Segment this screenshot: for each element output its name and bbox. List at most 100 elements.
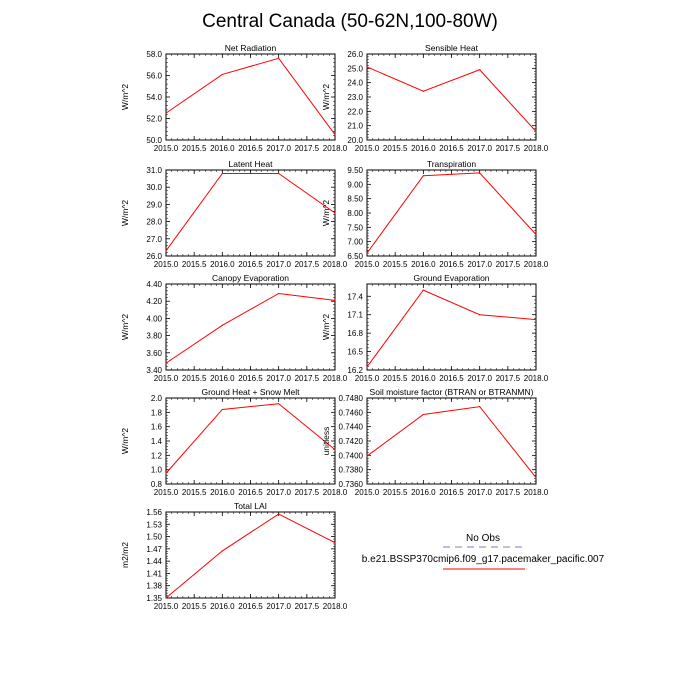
x-tick-label: 2015.5 xyxy=(182,260,207,269)
x-tick-label: 2017.0 xyxy=(266,374,291,383)
x-tick-label: 2017.5 xyxy=(496,374,521,383)
x-tick-label: 2016.0 xyxy=(411,144,436,153)
x-tick-label: 2018.0 xyxy=(323,374,348,383)
y-tick-label: 0.7460 xyxy=(339,408,364,417)
panel-sensible-heat: Sensible Heat W/m^2 2015.0 2015.5 2016.0 2016… xyxy=(321,43,549,153)
y-axis-label: W/m^2 xyxy=(321,200,331,226)
x-tick-label: 2018.0 xyxy=(323,260,348,269)
panel-latent-heat: Latent Heat W/m^2 2015.0 2015.5 2016.0 2016.5… xyxy=(120,159,348,269)
x-tick-label: 2015.5 xyxy=(182,602,207,611)
y-tick-label: 29.0 xyxy=(146,200,162,209)
panel-title: Ground Heat + Snow Melt xyxy=(201,387,300,397)
data-point xyxy=(422,413,424,416)
x-tick-label: 2015.5 xyxy=(383,374,408,383)
y-tick-label: 7.50 xyxy=(347,223,363,232)
data-point xyxy=(221,73,223,76)
panel-title: Transpiration xyxy=(427,159,477,169)
x-tick-label: 2017.0 xyxy=(467,260,492,269)
data-point xyxy=(366,66,368,68)
y-tick-label: 27.0 xyxy=(146,235,162,244)
y-tick-label: 16.5 xyxy=(347,348,363,357)
series-line xyxy=(165,403,336,474)
y-tick-label: 2.0 xyxy=(151,394,163,403)
series-line xyxy=(366,289,537,368)
x-tick-label: 2018.0 xyxy=(524,374,549,383)
y-tick-label: 0.7380 xyxy=(339,466,364,475)
data-point xyxy=(165,472,167,474)
y-axis-label: unitless xyxy=(321,427,331,456)
x-tick-label: 2017.0 xyxy=(266,144,291,153)
y-axis-label: W/m^2 xyxy=(321,314,331,340)
x-tick-label: 2016.0 xyxy=(411,260,436,269)
y-tick-label: 0.7420 xyxy=(339,437,364,446)
y-tick-label: 21.0 xyxy=(347,122,363,131)
series-line xyxy=(165,57,336,135)
x-tick-label: 2017.5 xyxy=(295,374,320,383)
data-point xyxy=(334,299,336,301)
x-tick-label: 2016.5 xyxy=(238,602,263,611)
data-point xyxy=(278,292,280,295)
y-axis-label: W/m^2 xyxy=(120,314,130,340)
data-point xyxy=(278,513,280,515)
data-point xyxy=(221,408,223,411)
data-point xyxy=(422,289,424,291)
x-tick-label: 2015.0 xyxy=(154,260,179,269)
x-tick-label: 2017.0 xyxy=(266,260,291,269)
data-point xyxy=(422,175,424,177)
y-tick-label: 25.0 xyxy=(347,64,363,73)
y-tick-label: 1.8 xyxy=(151,408,163,417)
y-tick-label: 0.8 xyxy=(151,480,163,489)
panel-net-radiation: Net Radiation W/m^2 2015.0 2015.5 2016.0 2016… xyxy=(120,43,348,153)
panel-title: Canopy Evaporation xyxy=(212,273,289,283)
data-point xyxy=(422,90,424,92)
x-tick-label: 2016.5 xyxy=(238,144,263,153)
x-tick-label: 2016.0 xyxy=(210,602,235,611)
y-tick-label: 0.7360 xyxy=(339,480,364,489)
y-tick-label: 4.00 xyxy=(146,314,162,323)
x-tick-label: 2015.5 xyxy=(182,374,207,383)
y-tick-label: 1.41 xyxy=(146,569,162,578)
data-point xyxy=(278,172,280,175)
x-tick-label: 2015.0 xyxy=(154,374,179,383)
y-tick-label: 1.53 xyxy=(146,520,162,529)
y-tick-label: 52.0 xyxy=(146,115,162,124)
x-tick-label: 2017.0 xyxy=(467,488,492,497)
y-tick-label: 28.0 xyxy=(146,218,162,227)
y-axis-label: W/m^2 xyxy=(120,428,130,454)
data-point xyxy=(334,449,336,451)
data-point xyxy=(334,212,336,214)
y-tick-label: 1.35 xyxy=(146,594,162,603)
data-point xyxy=(479,314,481,316)
y-tick-label: 16.8 xyxy=(347,329,363,338)
x-tick-label: 2017.0 xyxy=(467,374,492,383)
x-tick-label: 2017.0 xyxy=(266,488,291,497)
series-line xyxy=(366,172,537,254)
y-tick-label: 4.40 xyxy=(146,280,162,289)
legend-label-no-obs: No Obs xyxy=(466,533,500,544)
data-point xyxy=(479,406,481,408)
data-point xyxy=(334,134,336,136)
data-point xyxy=(165,250,167,252)
x-tick-label: 2018.0 xyxy=(524,260,549,269)
data-point xyxy=(479,172,481,174)
y-tick-label: 1.47 xyxy=(146,545,162,554)
x-tick-label: 2018.0 xyxy=(524,144,549,153)
y-tick-label: 24.0 xyxy=(347,79,363,88)
panel-ground-heat-snow-melt: Ground Heat + Snow Melt W/m^2 2015.0 2015.5… xyxy=(120,387,348,497)
y-tick-label: 30.0 xyxy=(146,183,162,192)
y-tick-label: 50.0 xyxy=(146,136,162,145)
data-point xyxy=(535,233,537,236)
y-tick-label: 1.4 xyxy=(151,437,163,446)
y-tick-label: 17.1 xyxy=(347,311,363,320)
panel-title: Net Radiation xyxy=(225,43,277,53)
x-tick-label: 2016.5 xyxy=(439,374,464,383)
series-line xyxy=(165,172,336,252)
x-tick-label: 2018.0 xyxy=(323,488,348,497)
data-point xyxy=(479,69,481,71)
y-tick-label: 26.0 xyxy=(347,50,363,59)
y-tick-label: 9.00 xyxy=(347,180,363,189)
